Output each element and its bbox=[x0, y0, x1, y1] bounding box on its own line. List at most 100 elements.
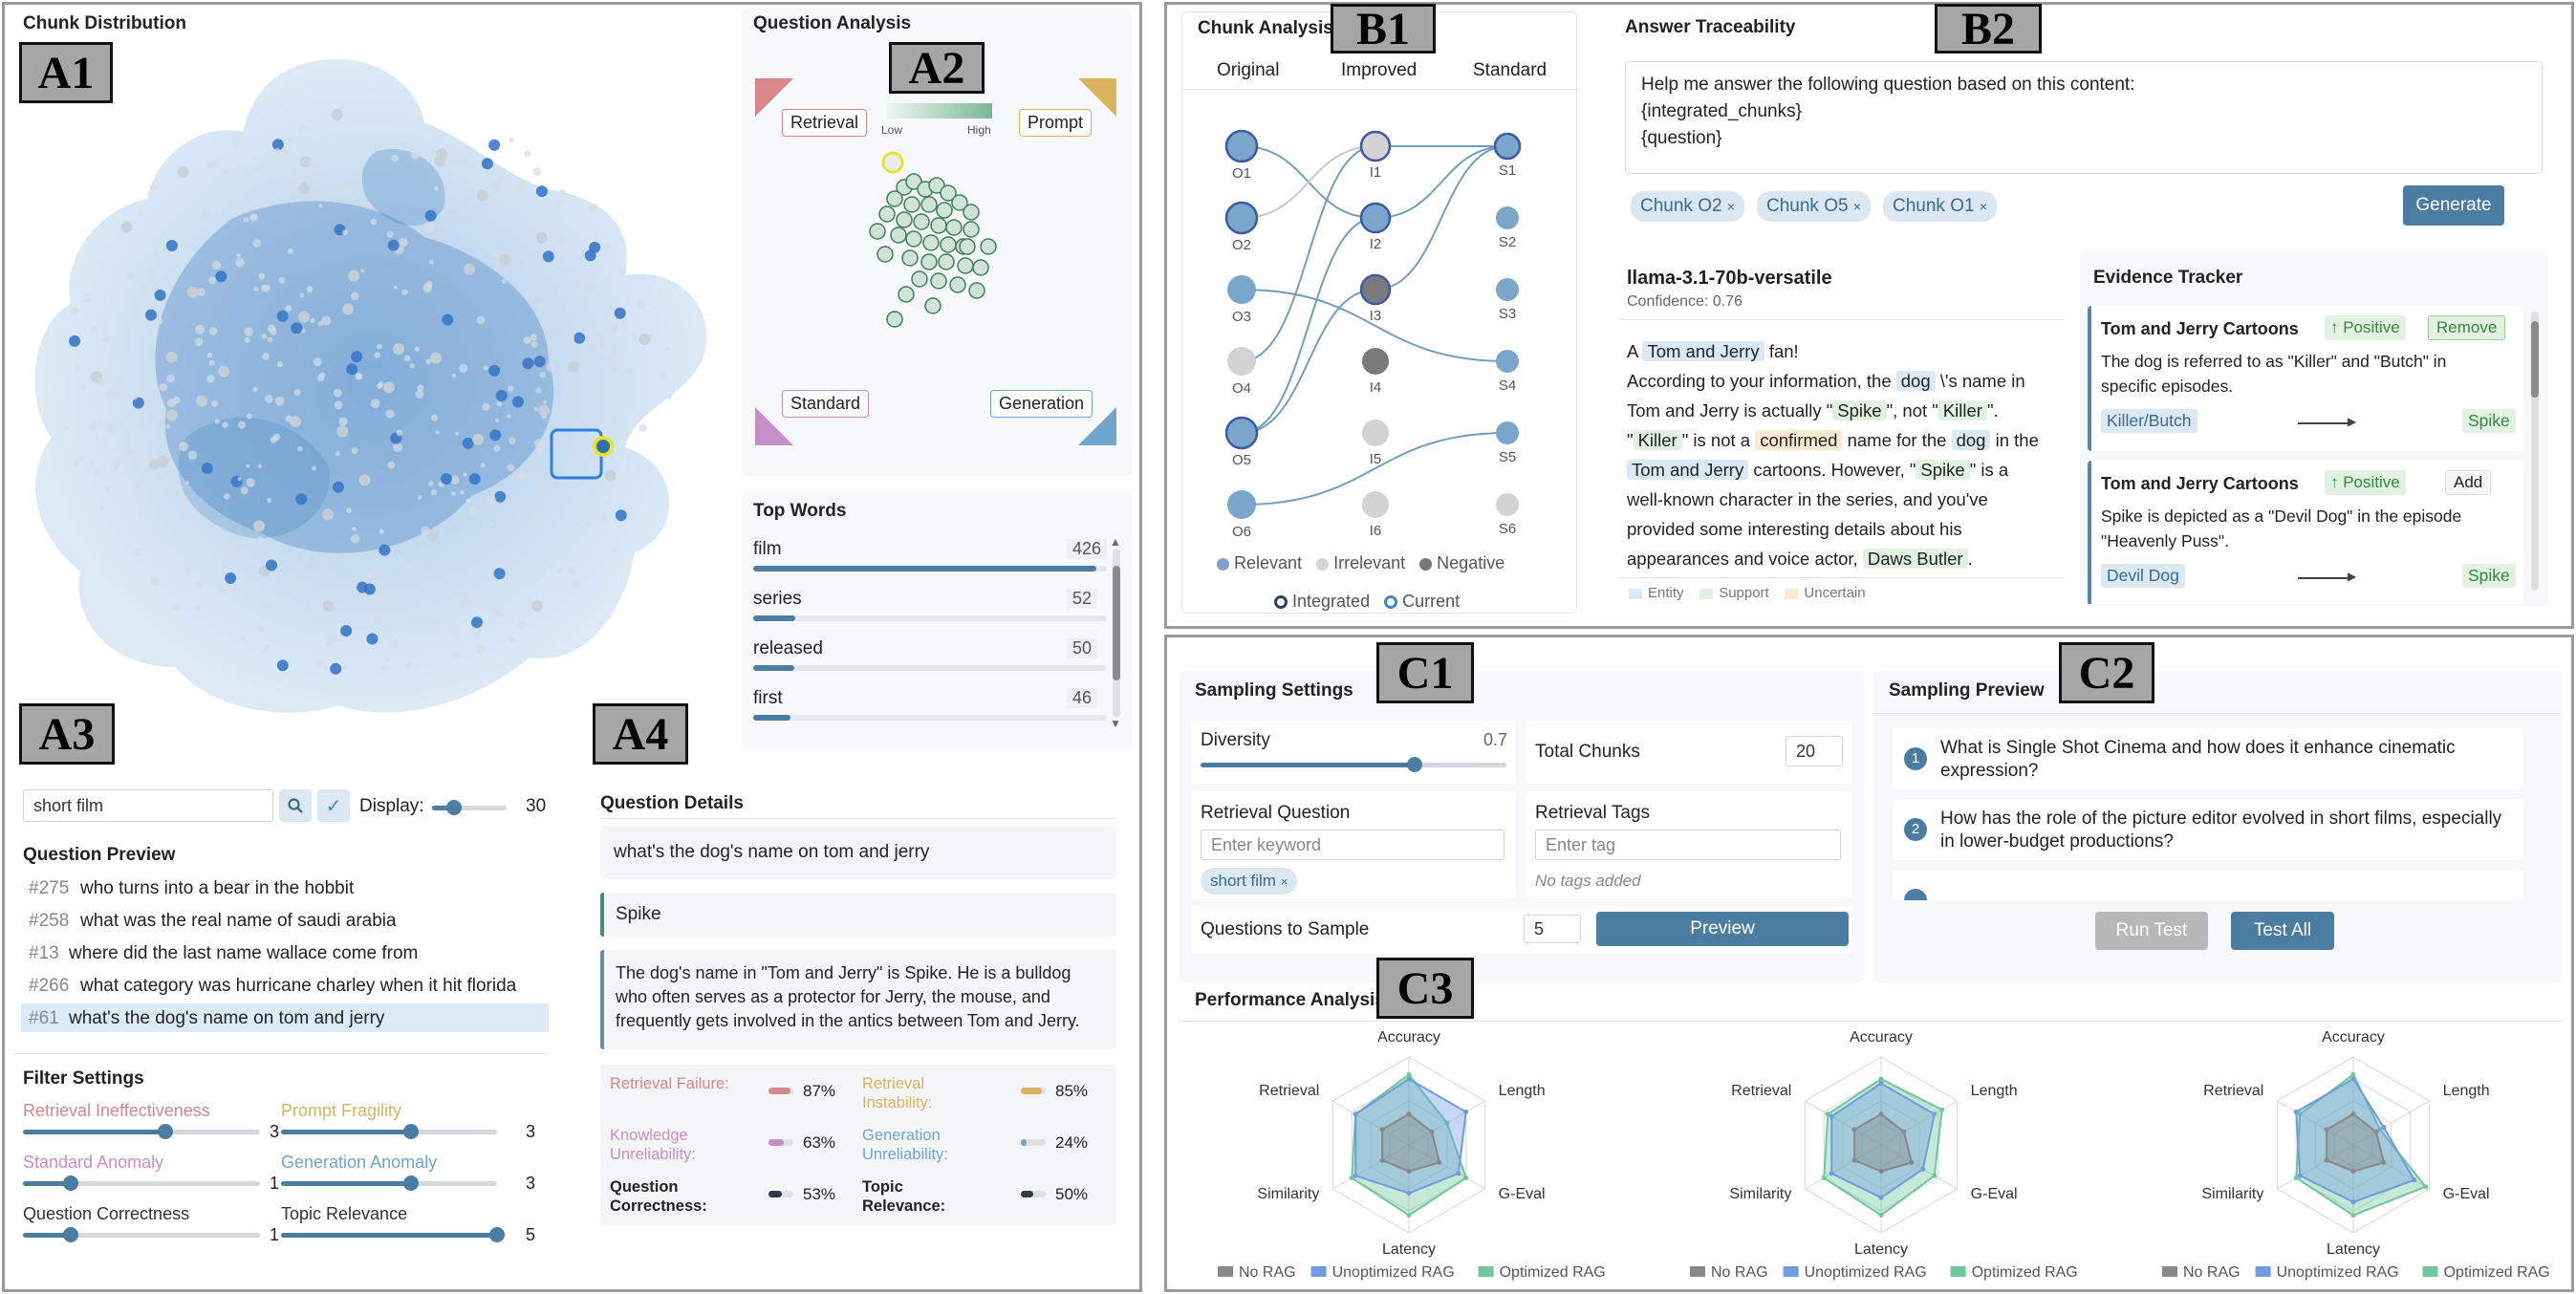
filter-slider[interactable] bbox=[281, 1124, 497, 1139]
filter-slider[interactable] bbox=[23, 1124, 260, 1139]
test-all-button[interactable]: Test All bbox=[2231, 912, 2334, 950]
chunk-chip[interactable]: Chunk O1 × bbox=[1883, 191, 1998, 222]
question-row[interactable]: #61 what's the dog's name on tom and jerr… bbox=[21, 1003, 549, 1032]
prompt-template-box[interactable]: Help me answer the following question ba… bbox=[1625, 61, 2543, 174]
question-row[interactable]: #13 where did the last name wallace come … bbox=[21, 938, 549, 967]
chunk-point bbox=[221, 205, 226, 210]
questions-to-sample-input[interactable]: 5 bbox=[1524, 915, 1581, 943]
scroll-up-icon[interactable]: ▲ bbox=[1110, 535, 1121, 549]
question-row[interactable]: #258 what was the real name of saudi arab… bbox=[21, 906, 549, 935]
chunk-point bbox=[145, 445, 151, 450]
chunk-point bbox=[165, 351, 178, 363]
chunk-point bbox=[149, 183, 157, 190]
evidence-card[interactable]: Tom and Jerry Cartoons ↑ Positive Remove Th… bbox=[2088, 306, 2523, 451]
item-number: 1 bbox=[1904, 747, 1927, 770]
chunk-chip[interactable]: Chunk O2 × bbox=[1631, 191, 1745, 222]
run-test-button[interactable]: Run Test bbox=[2095, 912, 2208, 950]
total-chunks-input[interactable]: 20 bbox=[1786, 736, 1843, 766]
slider-thumb[interactable] bbox=[157, 1124, 173, 1139]
filter-slider[interactable] bbox=[281, 1175, 497, 1191]
chunk-point bbox=[427, 481, 434, 486]
radar-point bbox=[2423, 1184, 2429, 1190]
chunk-point bbox=[215, 270, 227, 283]
evidence-card[interactable]: Tom and Jerry Cartoons ↑ Positive Add Spike… bbox=[2088, 461, 2523, 604]
preview-item[interactable]: 2 How has the role of the picture editor… bbox=[1893, 799, 2523, 860]
question-analysis-chart[interactable] bbox=[742, 8, 1132, 476]
chunk-point bbox=[535, 231, 548, 244]
remove-button[interactable]: Remove bbox=[2428, 315, 2506, 340]
chunk-point bbox=[95, 419, 103, 427]
radar-point bbox=[1878, 1076, 1884, 1082]
question-dot bbox=[972, 259, 989, 276]
diversity-slider[interactable] bbox=[1201, 757, 1506, 772]
generate-button[interactable]: Generate bbox=[2403, 185, 2504, 226]
evidence-scrollbar[interactable] bbox=[2531, 312, 2539, 591]
slider-thumb[interactable] bbox=[402, 1124, 419, 1139]
chunk-point bbox=[287, 248, 294, 255]
question-dot bbox=[920, 196, 938, 213]
chunk-point bbox=[422, 283, 433, 293]
radar-chart[interactable]: Accuracy Length G-Eval Latency Similarity Ret… bbox=[1180, 1026, 1648, 1286]
chunk-point bbox=[184, 481, 189, 485]
question-dot bbox=[869, 223, 886, 240]
metric-fill bbox=[1021, 1088, 1043, 1094]
chunk-link bbox=[1241, 289, 1376, 434]
chunk-point bbox=[547, 563, 552, 568]
generation-corner bbox=[1078, 407, 1116, 445]
slider-thumb[interactable] bbox=[489, 1227, 505, 1242]
panel-title: Performance Analysis bbox=[1195, 990, 1385, 1010]
chunk-point bbox=[377, 343, 382, 350]
search-input[interactable]: short film bbox=[23, 789, 273, 822]
question-row[interactable]: #275 who turns into a bear in the hobbit bbox=[21, 873, 549, 902]
chunk-point bbox=[607, 356, 614, 363]
add-button[interactable]: Add bbox=[2445, 470, 2492, 495]
detail-question: what's the dog's name on tom and jerry bbox=[614, 842, 930, 862]
slider-thumb[interactable] bbox=[62, 1227, 78, 1242]
retrieval-tags-input[interactable]: Enter tag bbox=[1535, 830, 1841, 860]
chunk-node-label: O2 bbox=[1232, 237, 1251, 253]
radar-chart[interactable]: Accuracy Length G-Eval Latency Similarity Ret… bbox=[2124, 1026, 2576, 1286]
filter-slider[interactable] bbox=[281, 1227, 505, 1242]
metric-value: 53% bbox=[803, 1185, 836, 1203]
radar-point bbox=[1939, 1107, 1945, 1112]
question-number: #266 bbox=[29, 976, 70, 996]
keyword-chip[interactable]: short film × bbox=[1201, 868, 1298, 895]
arrow-head-icon: ▶ bbox=[2348, 415, 2357, 428]
metric-label: Knowledge Unreliability: bbox=[610, 1127, 696, 1163]
remove-icon: × bbox=[1726, 199, 1736, 214]
chunk-distribution-map[interactable] bbox=[13, 36, 732, 753]
evidence-text: The dog is referred to as "Killer" and "… bbox=[2101, 352, 2447, 371]
legend-swatch bbox=[1310, 1266, 1327, 1277]
chunk-flow-graph[interactable]: O1 O2 O3 O4 O5 O6 I1 I2 I3 I4 I5 I6 S1 S2 S3 S4 S5 S6 bbox=[1182, 93, 1578, 551]
radar-point bbox=[1932, 1173, 1937, 1178]
integrated-ring bbox=[1359, 273, 1392, 306]
metric-label: Topic Relevance: bbox=[862, 1178, 946, 1215]
radar-point bbox=[2324, 1127, 2329, 1132]
preview-item[interactable]: 1 What is Single Shot Cinema and how doe… bbox=[1893, 728, 2523, 789]
search-button[interactable] bbox=[279, 789, 312, 822]
question-row[interactable]: #266 what category was hurricane charley … bbox=[21, 971, 549, 1000]
density-low-label: Low bbox=[881, 123, 903, 137]
radar-chart[interactable]: Accuracy Length G-Eval Latency Similarity Ret… bbox=[1652, 1026, 2120, 1286]
preview-button[interactable]: Preview bbox=[1596, 912, 1849, 946]
chunk-point bbox=[532, 167, 542, 176]
preview-item[interactable] bbox=[1893, 870, 2523, 900]
chunk-point bbox=[488, 521, 494, 527]
slider-thumb[interactable] bbox=[62, 1175, 78, 1191]
arrow-icon bbox=[2298, 577, 2351, 579]
scroll-down-icon[interactable]: ▼ bbox=[1110, 717, 1121, 730]
slider-thumb[interactable] bbox=[402, 1175, 419, 1191]
top-word-label: first bbox=[753, 688, 783, 708]
retrieval-question-input[interactable]: Enter keyword bbox=[1201, 830, 1504, 860]
filter-slider[interactable] bbox=[23, 1227, 260, 1242]
chunk-point bbox=[386, 230, 394, 238]
chunk-point bbox=[261, 333, 268, 339]
chunk-point bbox=[338, 417, 348, 426]
filter-slider[interactable] bbox=[23, 1175, 260, 1191]
confirm-button[interactable]: ✓ bbox=[317, 789, 350, 822]
display-slider[interactable] bbox=[432, 800, 507, 815]
top-words-scrollbar[interactable] bbox=[1113, 549, 1120, 717]
chunk-chip[interactable]: Chunk O5 × bbox=[1757, 191, 1872, 222]
chunk-point bbox=[481, 158, 493, 170]
chunk-node bbox=[1227, 347, 1256, 376]
